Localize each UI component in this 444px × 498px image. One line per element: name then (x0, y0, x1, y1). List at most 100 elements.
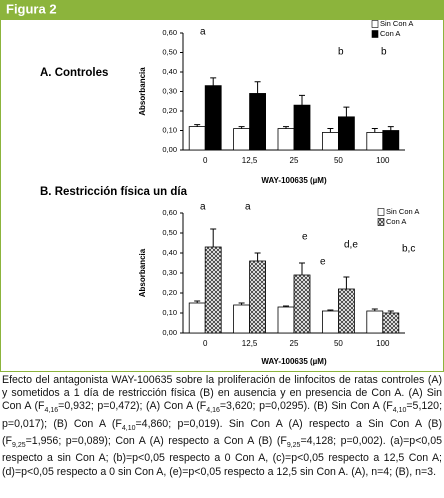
bar (204, 85, 222, 151)
annotation: a (200, 27, 206, 38)
caption-subscript: 4,10 (392, 407, 407, 415)
bar (233, 304, 251, 334)
error-bar (210, 77, 217, 86)
bar (321, 310, 339, 334)
caption-text: Efecto del antagonista WAY-100635 sobre … (2, 374, 442, 413)
x-tick-label: 25 (290, 339, 299, 348)
bar (204, 246, 222, 334)
caption-text: =1,956; p=0,089); Con A (A) respecto a C… (25, 435, 287, 448)
y-tick-label: 0,10 (162, 125, 177, 134)
x-tick-label: 100 (376, 156, 390, 165)
x-axis-label: WAY-100635 (µM) (261, 176, 327, 185)
caption-text: =3,620; p=0,0295). (B) Sin Con A (F (219, 400, 393, 413)
y-tick-label: 0,60 (162, 208, 177, 217)
bar (337, 116, 355, 151)
figure: Figura 2 A. Controles Absorbancia WAY-1006… (0, 0, 444, 372)
x-tick-label: 25 (290, 156, 299, 165)
y-tick-label: 0,20 (162, 288, 177, 297)
y-tick-label: 0,60 (162, 28, 177, 37)
x-tick-label: 12,5 (242, 339, 258, 348)
y-tick-label: 0,40 (162, 248, 177, 257)
bar (366, 310, 384, 334)
error-bar (387, 126, 394, 131)
error-bar (210, 228, 217, 247)
legend-swatch (371, 30, 379, 38)
error-bar (343, 106, 350, 117)
legend-label: Con A (386, 217, 406, 226)
bar (188, 302, 206, 334)
x-tick-label: 50 (334, 156, 343, 165)
y-tick-label: 0,40 (162, 67, 177, 76)
caption-text: =5,120; p=0,017); (B) Con A (F (2, 400, 443, 430)
error-bar (194, 124, 201, 127)
caption-subscript: 9,25 (12, 442, 26, 450)
bar (233, 128, 251, 151)
error-bar (299, 262, 305, 275)
figure-label: Figura 2 (6, 1, 57, 16)
y-tick-label: 0,00 (162, 145, 177, 154)
y-tick-label: 0,50 (162, 47, 177, 56)
header-bar (0, 0, 444, 19)
bar (277, 306, 295, 334)
caption-subscript: 9,25 (286, 442, 301, 450)
legend-label: Sin Con A (380, 19, 413, 28)
annotation: e (320, 257, 326, 268)
error-bar (238, 302, 245, 305)
annotation: b (381, 47, 387, 58)
annotation: d,e (344, 240, 358, 251)
caption-text: =0,932; p=0,472); (A) Con A (F (58, 400, 207, 413)
annotation: a (200, 202, 206, 213)
caption-text: =4,860; p=0,019). Sin Con A (A) respecto… (2, 417, 442, 448)
bar (188, 126, 206, 151)
caption: Efecto del antagonista WAY-100635 sobre … (2, 374, 442, 479)
error-bar (238, 126, 245, 129)
y-tick-label: 0,50 (162, 228, 177, 237)
bar (249, 93, 267, 151)
error-bar (371, 308, 378, 311)
bar (249, 260, 267, 334)
bar (293, 104, 311, 151)
chart-title: B. Restricción física un día (40, 186, 188, 198)
y-tick-label: 0,10 (162, 308, 177, 317)
error-bar (194, 300, 201, 303)
bar (382, 312, 400, 334)
bar (366, 132, 384, 151)
error-bar (254, 81, 261, 94)
bar (321, 132, 339, 151)
error-bar (283, 126, 289, 129)
error-bar (327, 309, 334, 311)
annotation: e (302, 232, 308, 243)
error-bar (371, 128, 378, 133)
annotation: a (245, 202, 251, 213)
x-tick-label: 12,5 (242, 156, 258, 165)
x-tick-label: 100 (376, 339, 390, 348)
error-bar (343, 276, 350, 289)
y-tick-label: 0,30 (162, 268, 177, 277)
legend-label: Sin Con A (386, 207, 419, 216)
x-axis-label: WAY-100635 (µM) (261, 357, 327, 366)
error-bar (283, 305, 289, 307)
bar (277, 128, 295, 151)
x-tick-label: 50 (334, 339, 343, 348)
error-bar (327, 128, 334, 133)
y-tick-label: 0,00 (162, 328, 177, 337)
chart-title: A. Controles (40, 67, 108, 79)
caption-subscript: 4,16 (206, 407, 220, 415)
bar (382, 130, 400, 151)
y-axis-label: Absorbancia (138, 67, 147, 116)
legend-swatch (371, 20, 379, 28)
error-bar (254, 252, 261, 261)
error-bar (299, 94, 305, 106)
y-tick-label: 0,30 (162, 86, 177, 95)
caption-subscript: 4,16 (44, 407, 59, 415)
x-tick-label: 0 (203, 156, 208, 165)
caption-subscript: 4,10 (121, 424, 136, 432)
y-tick-label: 0,20 (162, 106, 177, 115)
legend-swatch (377, 208, 385, 216)
bar (337, 288, 355, 334)
legend-label: Con A (380, 29, 400, 38)
caption-text: =4,128; p=0,002). (a)=p<0,05 respecto a … (2, 435, 442, 478)
bar (293, 274, 311, 334)
annotation: b,c (402, 244, 415, 255)
